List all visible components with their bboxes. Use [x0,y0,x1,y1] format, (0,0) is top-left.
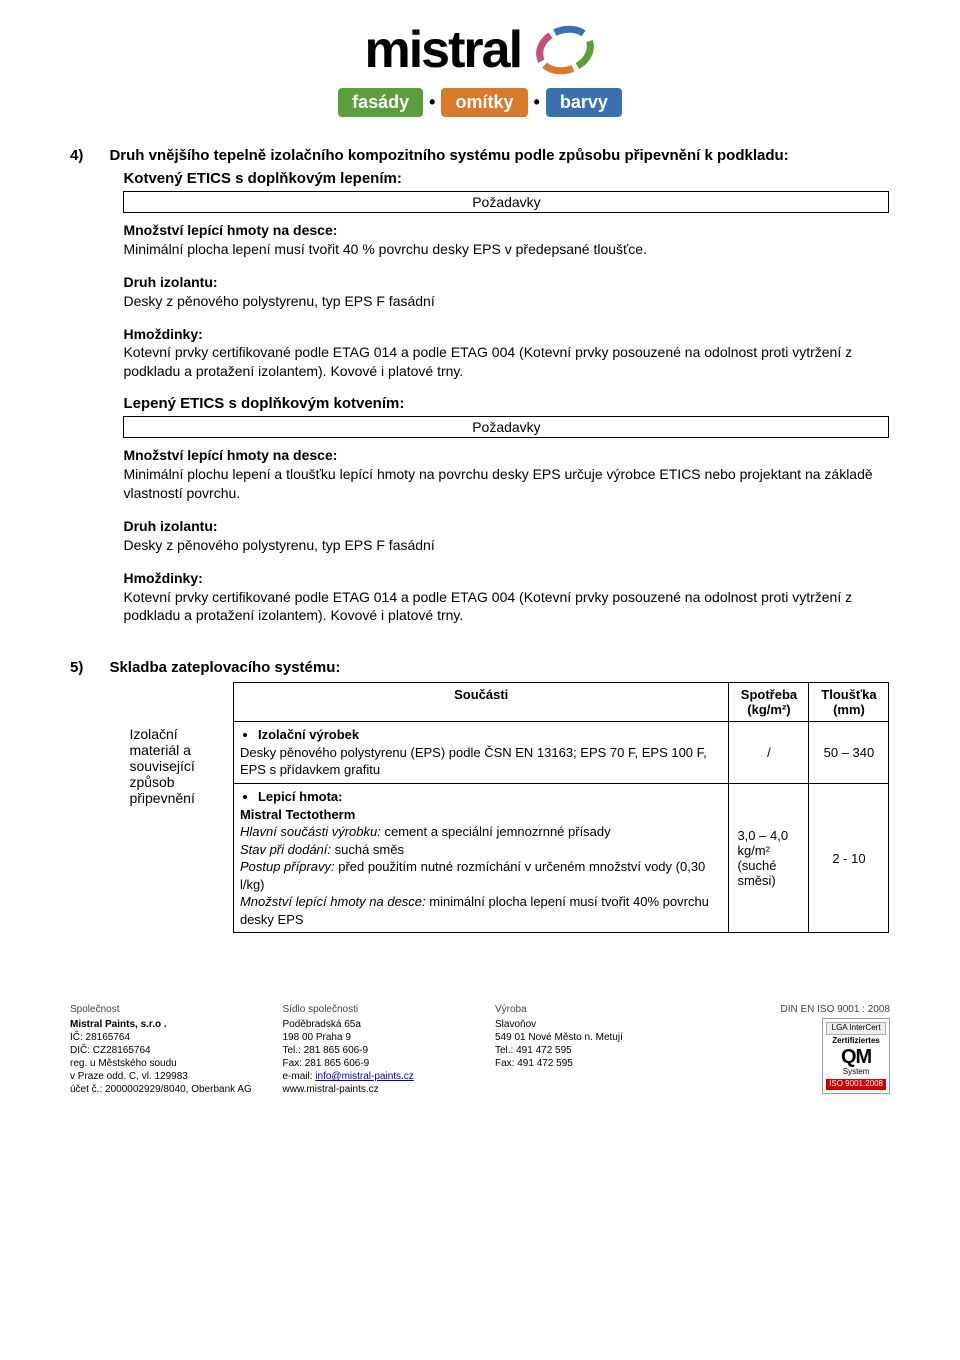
row1-c3: 50 – 340 [809,722,889,784]
row1-body: Desky pěnového polystyrenu (EPS) podle Č… [240,744,723,779]
row2-l1: Hlavní součásti výrobku: cement a speciá… [240,823,723,841]
section-5-num: 5) [70,659,105,676]
row2-cell: Lepicí hmota: Mistral Tectotherm Hlavní … [233,784,729,933]
footer-c2-1: 198 00 Praha 9 [283,1031,466,1044]
row2-name: Mistral Tectotherm [240,806,723,824]
footer-c3-1: 549 01 Nové Město n. Metují [495,1031,678,1044]
badge-qm: QM [826,1046,886,1068]
row-label: Izolační materiál a související způsob p… [123,722,233,933]
footer-c1-2: DIČ: CZ28165764 [70,1044,253,1057]
sub2-block3: Hmoždinky: Kotevní prvky certifikované p… [123,569,889,626]
footer-c2-email: e-mail: info@mistral-paints.cz [283,1070,466,1083]
sub1-blk3-body: Kotevní prvky certifikované podle ETAG 0… [123,343,889,381]
row1-c2: / [729,722,809,784]
footer-c3-2: Tel.: 491 472 595 [495,1044,678,1057]
footer-col-1: Společnost Mistral Paints, s.r.o . IČ: 2… [70,1003,253,1096]
sub1-req-box: Požadavky [123,191,889,213]
footer-c2-3: Fax: 281 865 606-9 [283,1057,466,1070]
sub1-blk1-head: Množství lepící hmoty na desce: [123,221,889,240]
footer-col-2: Sídlo společnosti Poděbradská 65a 198 00… [283,1003,466,1096]
sub2-block2: Druh izolantu: Desky z pěnového polystyr… [123,517,889,555]
sub1-blk2-body: Desky z pěnového polystyrenu, typ EPS F … [123,292,889,311]
table-row: Lepicí hmota: Mistral Tectotherm Hlavní … [123,784,889,933]
section-5: 5) Skladba zateplovacího systému: Součás… [70,659,890,933]
footer-c2-2: Tel.: 281 865 606-9 [283,1044,466,1057]
table-header-row: Součásti Spotřeba (kg/m²) Tloušťka (mm) [123,683,889,722]
sub2-blk3-head: Hmoždinky: [123,569,889,588]
sub2-blk3-body: Kotevní prvky certifikované podle ETAG 0… [123,588,889,626]
page: mistral fasády • omítky • barvy 4) Druh … [0,0,960,1126]
section-4-num: 4) [70,147,105,164]
tag-omitky: omítky [441,88,527,117]
footer-c3-3: Fax: 491 472 595 [495,1057,678,1070]
logo-row: mistral [70,20,890,80]
footer-c3-0: Slavoňov [495,1018,678,1031]
row2-l2: Stav při dodání: suchá směs [240,841,723,859]
footer-c2-web: www.mistral-paints.cz [283,1083,466,1096]
sub1-block1: Množství lepící hmoty na desce: Minimáln… [123,221,889,259]
sub2-blk2-body: Desky z pěnového polystyrenu, typ EPS F … [123,536,889,555]
badge-top: LGA InterCert [826,1022,886,1035]
section-5-body: Skladba zateplovacího systému: Součásti … [109,659,889,933]
skladba-table: Součásti Spotřeba (kg/m²) Tloušťka (mm) … [123,682,889,933]
badge-iso: ISO 9001:2008 [826,1079,886,1090]
footer-c1-4: v Praze odd. C, vl. 129983 [70,1070,253,1083]
section-4-title: Druh vnějšího tepelně izolačního kompozi… [109,147,889,164]
badge-sys: System [826,1068,886,1077]
sub1-heading: Kotvený ETICS s doplňkovým lepením: [123,170,889,187]
row2-l4: Množství lepící hmoty na desce: minimáln… [240,893,723,928]
tagline-bar: fasády • omítky • barvy [337,88,623,117]
table-row: Izolační materiál a související způsob p… [123,722,889,784]
sub2-block1: Množství lepící hmoty na desce: Minimáln… [123,446,889,503]
tag-fasady: fasády [338,88,423,117]
sub2-req-box: Požadavky [123,416,889,438]
brand-name: mistral [365,20,522,80]
footer-c1-5: účet č.: 2000002929/8040, Oberbank AG [70,1083,253,1096]
footer-h4: DIN EN ISO 9001 : 2008 [708,1003,891,1016]
sub2-blk1-body: Minimální plochu lepení a tloušťku lepíc… [123,465,889,503]
th-spotreba: Spotřeba (kg/m²) [729,683,809,722]
section-4-body: Druh vnějšího tepelně izolačního kompozi… [109,147,889,639]
sub2-blk1-head: Množství lepící hmoty na desce: [123,446,889,465]
row1-cell: Izolační výrobek Desky pěnového polystyr… [233,722,729,784]
footer-h2: Sídlo společnosti [283,1003,466,1016]
footer-c1-1: IČ: 28165764 [70,1031,253,1044]
skladba-table-wrap: Součásti Spotřeba (kg/m²) Tloušťka (mm) … [123,682,889,933]
row2-c3: 2 - 10 [809,784,889,933]
sub1-blk1-body: Minimální plocha lepení musí tvořit 40 %… [123,240,889,259]
section-5-title: Skladba zateplovacího systému: [109,659,889,676]
section-4: 4) Druh vnějšího tepelně izolačního komp… [70,147,890,639]
sub2-blk2-head: Druh izolantu: [123,517,889,536]
footer-h3: Výroba [495,1003,678,1016]
sub2-heading: Lepený ETICS s doplňkovým kotvením: [123,395,889,412]
tag-barvy: barvy [546,88,622,117]
footer-h1: Společnost [70,1003,253,1016]
footer: Společnost Mistral Paints, s.r.o . IČ: 2… [70,1003,890,1096]
sub1-blk2-head: Druh izolantu: [123,273,889,292]
sub1-block2: Druh izolantu: Desky z pěnového polystyr… [123,273,889,311]
footer-c2-0: Poděbradská 65a [283,1018,466,1031]
th-tloustka: Tloušťka (mm) [809,683,889,722]
row2-bullet: Lepicí hmota: [258,788,723,806]
badge-cert: Zertifiziertes [826,1037,886,1046]
row2-c2: 3,0 – 4,0 kg/m² (suché směsi) [729,784,809,933]
th-soucasti: Součásti [233,683,729,722]
row2-l3: Postup přípravy: před použitím nutné roz… [240,858,723,893]
footer-col-4: DIN EN ISO 9001 : 2008 LGA InterCert Zer… [708,1003,891,1096]
sub1-blk3-head: Hmoždinky: [123,325,889,344]
email-link[interactable]: info@mistral-paints.cz [315,1071,414,1082]
qm-badge-icon: LGA InterCert Zertifiziertes QM System I… [822,1018,890,1093]
footer-col-3: Výroba Slavoňov 549 01 Nové Město n. Met… [495,1003,678,1096]
sub1-block3: Hmoždinky: Kotevní prvky certifikované p… [123,325,889,382]
footer-c1-3: reg. u Městského soudu [70,1057,253,1070]
row1-bullet: Izolační výrobek [258,726,723,744]
logo-swirl-icon [535,25,595,75]
logo-area: mistral fasády • omítky • barvy [70,20,890,117]
footer-c1-0: Mistral Paints, s.r.o . [70,1018,253,1031]
